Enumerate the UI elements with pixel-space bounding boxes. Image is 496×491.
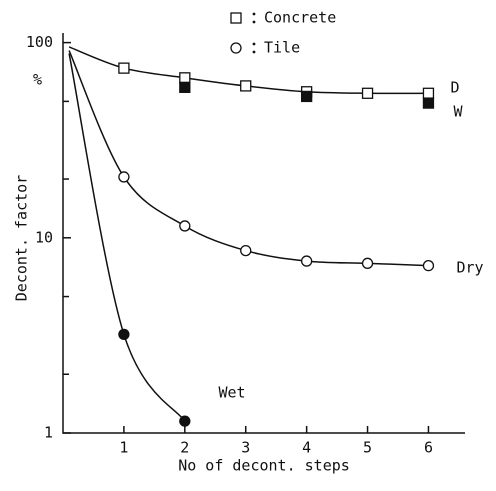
legend-colon (252, 50, 256, 54)
x-tick-label: 4 (302, 439, 311, 457)
x-tick-label: 6 (424, 439, 433, 457)
y-tick-label: 1 (44, 424, 53, 442)
y-tick-label: 10 (35, 228, 53, 246)
point (179, 81, 191, 93)
point (361, 257, 374, 269)
series-label: Dry (456, 259, 483, 277)
legend-label: Concrete (264, 9, 336, 27)
legend-label: Tile (264, 39, 300, 57)
y-tick-label: 100 (26, 33, 53, 51)
y-axis-label: Decont. factor (13, 175, 31, 301)
point (422, 87, 435, 99)
curve (68, 53, 186, 422)
point (118, 62, 130, 74)
point (118, 328, 130, 341)
legend-symbol (230, 12, 242, 24)
point (240, 80, 252, 92)
series-label: Wet (218, 384, 245, 402)
point (422, 97, 435, 109)
point (300, 255, 313, 267)
x-axis-label: No of decont. steps (178, 457, 350, 475)
x-tick-label: 1 (119, 439, 128, 457)
point (240, 244, 252, 257)
x-tick-label: 5 (363, 439, 372, 457)
legend-colon (252, 42, 256, 46)
x-tick-label: 3 (241, 439, 250, 457)
point (300, 90, 313, 103)
point (179, 415, 191, 427)
point (361, 87, 374, 99)
point (179, 72, 191, 84)
point (118, 171, 130, 183)
series-label: D (450, 79, 459, 97)
y-unit: % (33, 71, 42, 89)
legend-symbol (230, 42, 242, 54)
point (422, 260, 435, 272)
x-tick-label: 2 (180, 439, 189, 457)
series-label: W (453, 103, 463, 121)
legend-colon (252, 12, 256, 16)
legend-colon (252, 20, 256, 24)
point (179, 220, 191, 232)
